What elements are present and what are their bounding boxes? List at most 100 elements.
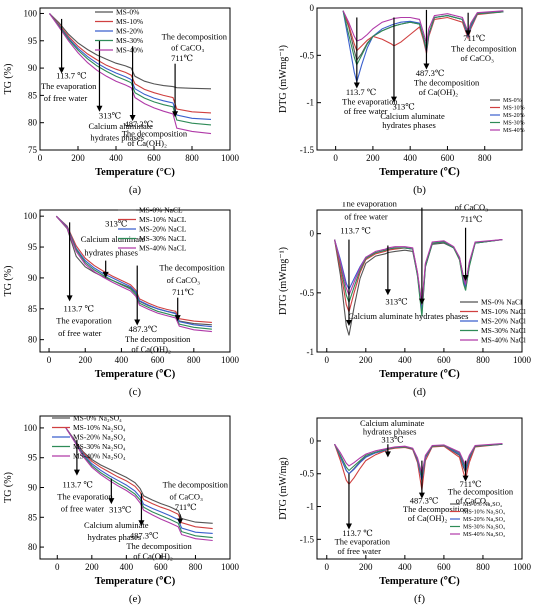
series-line-1 (55, 215, 212, 323)
annotation-text: 313℃ (99, 110, 121, 120)
y-tick-label: -1 (307, 98, 315, 108)
x-axis-label: Temperature (°C) (95, 167, 175, 178)
y-tick-label: -0.5 (300, 469, 315, 479)
annotation-text: of CaCO₃ (170, 491, 203, 501)
chart-panel-c: 0 200 400 600 800 1000 80 85 90 95 100 Temperature … (0, 202, 275, 404)
annotation-text: 487.3℃ (130, 531, 159, 541)
annotation-arrowhead (384, 289, 391, 296)
legend-label: MS-0% NaCL (139, 206, 183, 215)
annotation-text: of Ca(OH)₂ (419, 87, 459, 97)
x-tick-label: 800 (185, 153, 199, 163)
annotation-arrowhead (177, 518, 184, 525)
annotation-text: 113.7 ℃ (62, 480, 92, 490)
x-tick-label: 200 (85, 562, 99, 572)
annotation-text: The decomposition (162, 32, 228, 42)
plot-frame (316, 209, 523, 353)
annotation-text: hydrates phases (84, 248, 138, 258)
annotation-arrowhead (58, 67, 65, 74)
legend-label: MS-40% Na₂SO₄ (73, 452, 126, 461)
annotation-text: The decomposition (126, 541, 192, 551)
series-line-2 (55, 215, 212, 328)
annotation-arrowhead (423, 63, 430, 70)
y-axis-label: DTG (mWmg⁻¹) (278, 45, 289, 113)
legend-label: MS-20% NaCl (481, 317, 526, 326)
x-tick-label: 600 (151, 355, 165, 365)
legend-label: MS-30% (116, 36, 143, 45)
annotation-arrowhead (73, 469, 80, 476)
x-tick-label: 400 (115, 355, 129, 365)
annotation-text: of CaCO₃ (167, 275, 200, 285)
annotation-text: 711℃ (461, 214, 483, 224)
legend-label: MS-0% NaCl (481, 298, 522, 307)
x-tick-label: 600 (441, 153, 455, 163)
legend-label: MS-0% (503, 98, 522, 104)
series-group (334, 443, 503, 491)
series-line-4 (334, 239, 503, 305)
chart-panel-f: 0 200 400 600 800 1000 -1.5 -1 -0.5 0 Temperature … (275, 404, 550, 610)
annotation-text: 487.3℃ (410, 495, 439, 505)
chart-a-svg: 0 200 400 600 800 1000 75 80 85 90 95 100 Temperatur… (3, 7, 240, 196)
annotation-text: of free water (344, 106, 388, 116)
y-tick-label: 85 (28, 512, 38, 522)
legend-label: MS-40% NaCl (481, 336, 526, 345)
y-tick-label: -0.5 (300, 288, 315, 298)
y-tick-label: 85 (28, 304, 38, 314)
annotation-text: Calcium aluminate (360, 418, 425, 428)
y-tick-label: 100 (24, 8, 38, 18)
annotation-text: 313℃ (381, 434, 403, 444)
x-tick-label: 200 (359, 355, 373, 365)
annotation-arrowhead (418, 298, 425, 305)
annotation-arrowhead (138, 520, 145, 527)
series-line-1 (49, 13, 212, 114)
annotation-text: Calcium aluminate (81, 234, 146, 244)
x-tick-label: 600 (437, 355, 451, 365)
legend-label: MS-10% (503, 106, 525, 112)
chart-b-svg: 0 200 400 600 800 -1.5 -1 -0.5 0 Temperature (℃) D… (278, 3, 525, 196)
x-tick-label: 1000 (513, 562, 532, 572)
y-tick-label: -1.5 (300, 145, 315, 155)
annotation-text: 313℃ (105, 219, 127, 229)
annotation-text: hydrates phases (382, 120, 436, 130)
y-tick-label: 80 (28, 335, 38, 345)
x-tick-label: 1000 (221, 562, 240, 572)
x-tick-label: 400 (398, 355, 412, 365)
x-axis-label: Temperature (℃) (95, 576, 176, 587)
x-tick-label: 400 (403, 153, 417, 163)
panel-caption: (f) (414, 593, 425, 605)
y-axis-label: TG (%) (3, 472, 14, 503)
legend-label: MS-40% (116, 46, 143, 55)
chart-e-svg: 0 200 400 600 800 1000 80 85 90 95 100 Temperature … (3, 414, 240, 605)
x-tick-label: 600 (437, 562, 451, 572)
legend-label: MS-20% Na₂SO₄ (73, 433, 126, 442)
y-tick-label: 0 (310, 3, 315, 13)
annotation-text: of free water (58, 328, 102, 338)
annotation-text: 113.7 ℃ (56, 70, 86, 80)
legend-label: MS-0% Na₂SO₄ (73, 414, 122, 423)
y-axis-label: TG (%) (3, 64, 14, 95)
x-tick-label: 0 (325, 562, 330, 572)
annotation-text: of Ca(OH)₂ (133, 551, 173, 561)
x-tick-label: 600 (147, 153, 161, 163)
annotation-text: 487.3℃ (416, 68, 445, 78)
y-tick-label: 0 (310, 229, 315, 239)
panel-caption: (a) (129, 184, 142, 196)
annotation-text: Calcium aluminate (88, 121, 153, 131)
annotation-text: 487.3℃ (129, 324, 158, 334)
legend-label: MS-10% NaCl (481, 307, 526, 316)
series-line-3 (49, 13, 212, 126)
x-tick-label: 600 (154, 562, 168, 572)
panel-caption: (d) (413, 386, 426, 398)
legend-label: MS-30% Na₂SO₄ (463, 525, 505, 531)
y-tick-label: -1 (307, 502, 315, 512)
legend-label: MS-40% (503, 128, 525, 134)
annotation-text: 711℃ (172, 287, 194, 297)
x-tick-label: 800 (187, 355, 201, 365)
annotation-text: The evaporation (341, 202, 397, 208)
annotation-text: 113.7 ℃ (340, 226, 370, 236)
annotation-text: 313℃ (385, 297, 407, 307)
y-tick-label: 90 (28, 483, 38, 493)
y-tick-label: 85 (28, 90, 38, 100)
x-tick-label: 0 (38, 153, 43, 163)
annotation-arrowhead (108, 498, 115, 505)
legend-label: MS-10% (116, 17, 143, 26)
